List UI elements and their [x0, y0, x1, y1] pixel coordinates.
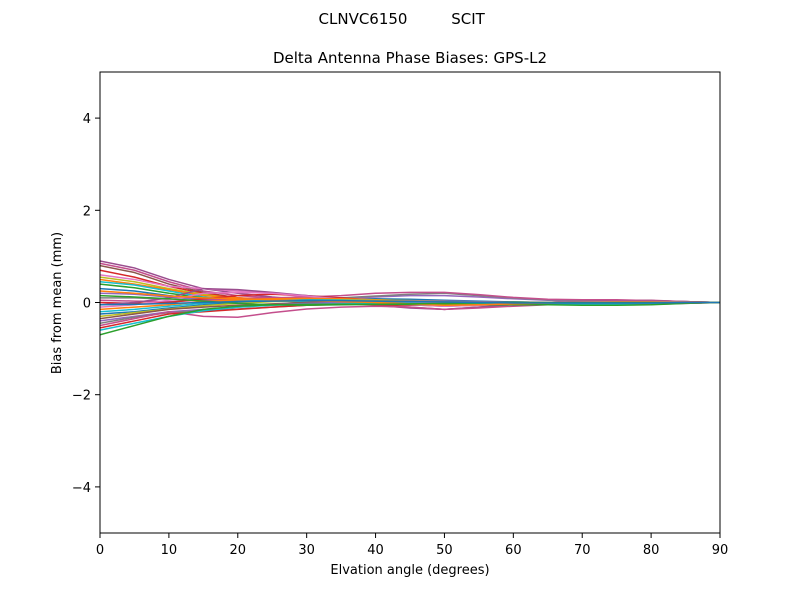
plot-area [100, 260, 720, 336]
figure-suptitle-left: CLNVC6150 [319, 10, 408, 28]
x-tick-label: 60 [505, 543, 522, 558]
series-line-30 [100, 299, 720, 306]
series-line-13 [100, 291, 720, 304]
x-tick-label: 40 [367, 543, 384, 558]
plot-frame [99, 71, 721, 534]
chart-title: Delta Antenna Phase Biases: GPS-L2 [273, 49, 547, 67]
x-tick-label: 80 [643, 543, 660, 558]
figure-suptitle-right: SCIT [451, 10, 485, 28]
x-tick-label: 90 [712, 543, 729, 558]
y-tick-label: −2 [72, 389, 91, 404]
x-tick-label: 20 [230, 543, 247, 558]
x-tick-label: 70 [574, 543, 591, 558]
y-tick-label: 4 [83, 112, 91, 127]
x-tick-label: 50 [436, 543, 453, 558]
x-axis: 0 10 20 30 40 50 60 70 80 90 [96, 533, 728, 558]
y-axis: −4 −2 0 2 4 [72, 112, 100, 496]
y-tick-label: −4 [72, 481, 91, 496]
x-tick-label: 0 [96, 543, 104, 558]
x-axis-label: Elvation angle (degrees) [330, 563, 489, 578]
x-tick-label: 30 [298, 543, 315, 558]
x-tick-label: 10 [161, 543, 178, 558]
y-tick-label: 0 [83, 297, 91, 312]
y-tick-label: 2 [83, 204, 91, 219]
y-axis-label: Bias from mean (mm) [50, 232, 65, 374]
